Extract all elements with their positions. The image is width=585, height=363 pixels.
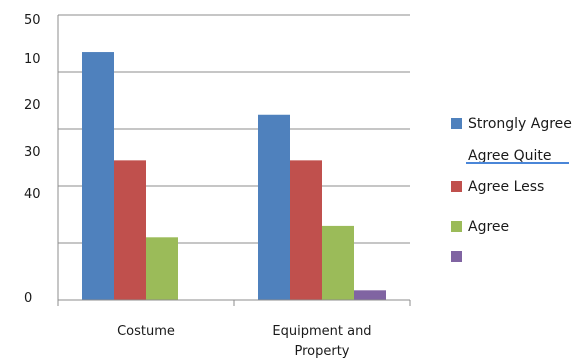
y-tick-label: 30 — [24, 145, 41, 160]
bar — [114, 160, 146, 300]
bar — [354, 290, 386, 300]
x-axis-tick-labels: Costume Equipment and Property — [117, 324, 371, 359]
legend-label: Agree Less — [468, 179, 544, 195]
legend-label: Strongly Agree — [468, 116, 572, 132]
legend-marker — [451, 118, 462, 129]
legend: Strongly Agree Agree Quite Agree Less Agree — [451, 116, 572, 262]
legend-label: Agree — [468, 219, 509, 235]
legend-marker — [451, 181, 462, 192]
y-tick-label: 10 — [24, 52, 41, 67]
bar — [258, 114, 290, 300]
x-tick-label: Costume — [117, 324, 175, 339]
y-axis-tick-labels: 0 10 20 30 40 50 — [24, 13, 41, 306]
axes — [57, 15, 411, 306]
x-tick-label: Property — [294, 344, 349, 359]
y-tick-label: 20 — [24, 98, 41, 113]
legend-marker — [451, 251, 462, 262]
bar-group — [82, 52, 386, 300]
y-tick-label: 50 — [24, 13, 41, 28]
legend-label: Agree Quite — [468, 148, 551, 164]
legend-marker — [451, 221, 462, 232]
bar — [146, 237, 178, 300]
bar — [82, 52, 114, 300]
x-tick-label: Equipment and — [272, 324, 371, 339]
bar — [322, 225, 354, 300]
y-tick-label: 40 — [24, 187, 41, 202]
bar — [290, 160, 322, 300]
y-tick-label: 0 — [24, 291, 32, 306]
